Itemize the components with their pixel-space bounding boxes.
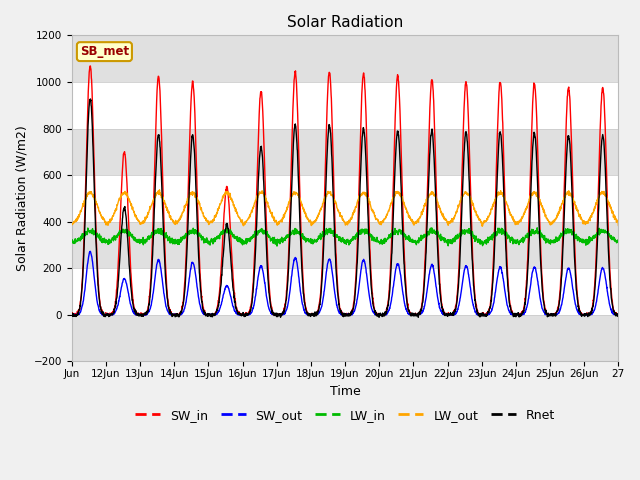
Title: Solar Radiation: Solar Radiation — [287, 15, 403, 30]
Legend: SW_in, SW_out, LW_in, LW_out, Rnet: SW_in, SW_out, LW_in, LW_out, Rnet — [130, 404, 560, 427]
Bar — [72, 222, 618, 268]
Bar — [72, 129, 618, 175]
X-axis label: Time: Time — [330, 384, 360, 398]
Y-axis label: Solar Radiation (W/m2): Solar Radiation (W/m2) — [15, 126, 28, 271]
Bar — [72, 315, 618, 361]
Bar — [72, 36, 618, 82]
Text: SB_met: SB_met — [80, 45, 129, 58]
